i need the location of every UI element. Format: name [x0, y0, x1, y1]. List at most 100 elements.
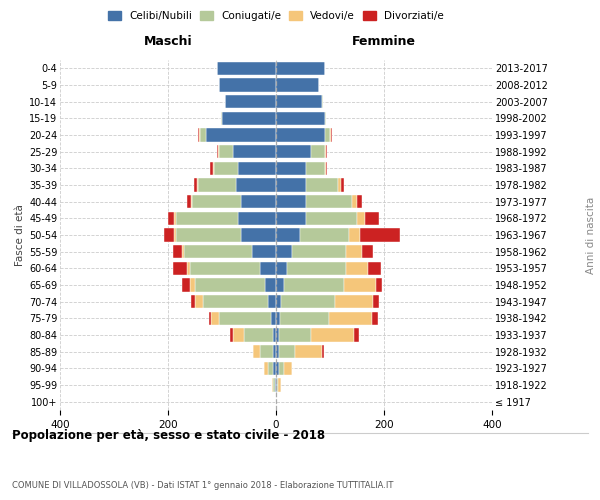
Bar [326, 145, 327, 158]
Bar [276, 95, 322, 108]
Bar [182, 245, 184, 258]
Bar [292, 245, 346, 258]
Bar [373, 295, 379, 308]
Text: Anni di nascita: Anni di nascita [586, 196, 596, 274]
Bar [241, 195, 276, 208]
Bar [210, 162, 213, 175]
Y-axis label: Fasce di età: Fasce di età [14, 204, 25, 266]
Bar [322, 345, 323, 358]
Bar [233, 145, 276, 158]
Bar [362, 245, 373, 258]
Bar [222, 112, 276, 125]
Bar [360, 228, 400, 241]
Bar [276, 212, 306, 225]
Bar [193, 195, 241, 208]
Bar [343, 278, 376, 291]
Bar [164, 228, 175, 241]
Bar [176, 228, 241, 241]
Bar [276, 345, 278, 358]
Bar [238, 212, 276, 225]
Bar [376, 278, 382, 291]
Bar [276, 78, 319, 92]
Bar [221, 112, 222, 125]
Bar [280, 312, 329, 325]
Bar [276, 112, 325, 125]
Bar [238, 162, 276, 175]
Bar [206, 128, 276, 141]
Bar [306, 162, 325, 175]
Bar [198, 128, 199, 141]
Bar [349, 228, 360, 241]
Bar [276, 245, 292, 258]
Bar [365, 212, 379, 225]
Bar [209, 312, 211, 325]
Bar [213, 162, 214, 175]
Bar [284, 278, 343, 291]
Bar [276, 378, 277, 392]
Bar [274, 362, 276, 375]
Bar [198, 178, 235, 192]
Bar [220, 145, 233, 158]
Bar [276, 295, 281, 308]
Bar [357, 195, 362, 208]
Bar [276, 195, 306, 208]
Bar [329, 312, 372, 325]
Bar [368, 262, 382, 275]
Bar [191, 195, 193, 208]
Bar [341, 178, 343, 192]
Bar [284, 362, 292, 375]
Bar [357, 212, 365, 225]
Bar [268, 362, 274, 375]
Bar [276, 278, 284, 291]
Bar [306, 212, 357, 225]
Bar [278, 378, 281, 392]
Bar [338, 178, 341, 192]
Bar [218, 145, 220, 158]
Bar [322, 95, 323, 108]
Legend: Celibi/Nubili, Coniugati/e, Vedovi/e, Divorziati/e: Celibi/Nubili, Coniugati/e, Vedovi/e, Di… [105, 8, 447, 24]
Bar [278, 345, 295, 358]
Bar [325, 162, 326, 175]
Bar [276, 145, 311, 158]
Text: Popolazione per età, sesso e stato civile - 2018: Popolazione per età, sesso e stato civil… [12, 430, 325, 442]
Bar [199, 128, 200, 141]
Bar [278, 362, 284, 375]
Bar [220, 312, 271, 325]
Bar [211, 312, 220, 325]
Bar [214, 162, 238, 175]
Bar [244, 328, 274, 342]
Bar [331, 128, 332, 141]
Bar [276, 262, 287, 275]
Bar [276, 162, 306, 175]
Bar [173, 245, 182, 258]
Bar [175, 228, 176, 241]
Bar [325, 112, 326, 125]
Text: Femmine: Femmine [352, 36, 416, 49]
Bar [276, 178, 306, 192]
Bar [274, 378, 275, 392]
Bar [175, 212, 176, 225]
Bar [287, 262, 346, 275]
Text: Maschi: Maschi [143, 36, 193, 49]
Bar [187, 195, 191, 208]
Bar [281, 295, 335, 308]
Bar [352, 195, 357, 208]
Bar [200, 128, 206, 141]
Bar [191, 295, 195, 308]
Bar [220, 78, 276, 92]
Bar [346, 245, 362, 258]
Bar [326, 162, 327, 175]
Bar [276, 228, 301, 241]
Bar [335, 295, 373, 308]
Bar [184, 245, 252, 258]
Bar [233, 328, 244, 342]
Bar [260, 262, 276, 275]
Bar [325, 145, 326, 158]
Bar [272, 378, 274, 392]
Bar [235, 178, 276, 192]
Bar [301, 228, 349, 241]
Bar [253, 345, 260, 358]
Bar [252, 245, 276, 258]
Bar [182, 278, 190, 291]
Bar [217, 145, 218, 158]
